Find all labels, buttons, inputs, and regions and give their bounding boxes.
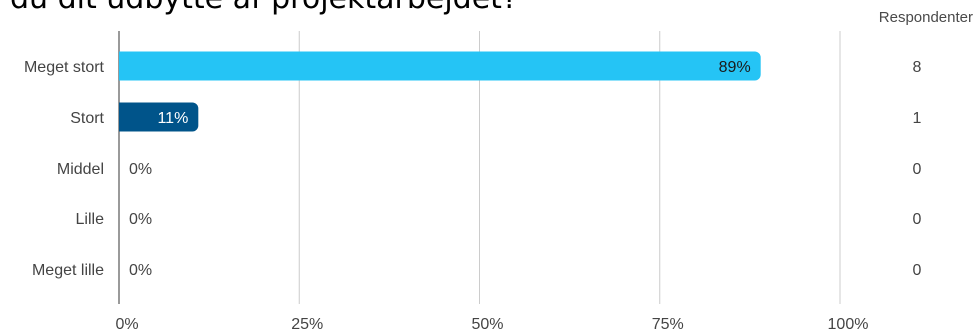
respondent-count: 1 xyxy=(913,110,922,127)
chart-title: du dit udbytte af projektarbejdet? xyxy=(10,0,518,16)
bar-edge xyxy=(119,51,127,81)
category-label: Lille xyxy=(76,211,105,228)
respondent-count: 0 xyxy=(913,211,922,228)
respondent-count: 8 xyxy=(913,59,922,76)
category-label: Meget stort xyxy=(24,59,105,76)
respondents-header: Respondenter xyxy=(878,9,973,26)
category-label: Meget lille xyxy=(32,262,104,279)
x-tick-label: 75% xyxy=(652,316,684,331)
respondent-count: 0 xyxy=(913,262,922,279)
category-label: Stort xyxy=(70,110,104,127)
category-label: Middel xyxy=(57,161,104,178)
x-tick-label: 100% xyxy=(828,316,869,331)
data-label: 11% xyxy=(157,110,188,127)
x-tick-label: 50% xyxy=(471,316,503,331)
x-tick-label: 25% xyxy=(291,316,323,331)
bar xyxy=(119,51,761,81)
data-label: 89% xyxy=(719,59,751,76)
respondent-count: 0 xyxy=(913,161,922,178)
bar-edge xyxy=(119,102,127,132)
x-tick-label: 0% xyxy=(115,316,138,331)
labels: 0% 25% 50% 75% 100% Meget stort 89% 8 Stort 11% 1 M… xyxy=(24,59,922,331)
bar xyxy=(119,102,199,132)
bars xyxy=(119,51,761,132)
data-label: 0% xyxy=(129,262,152,279)
data-label: 0% xyxy=(129,211,152,228)
data-label: 0% xyxy=(129,161,152,178)
